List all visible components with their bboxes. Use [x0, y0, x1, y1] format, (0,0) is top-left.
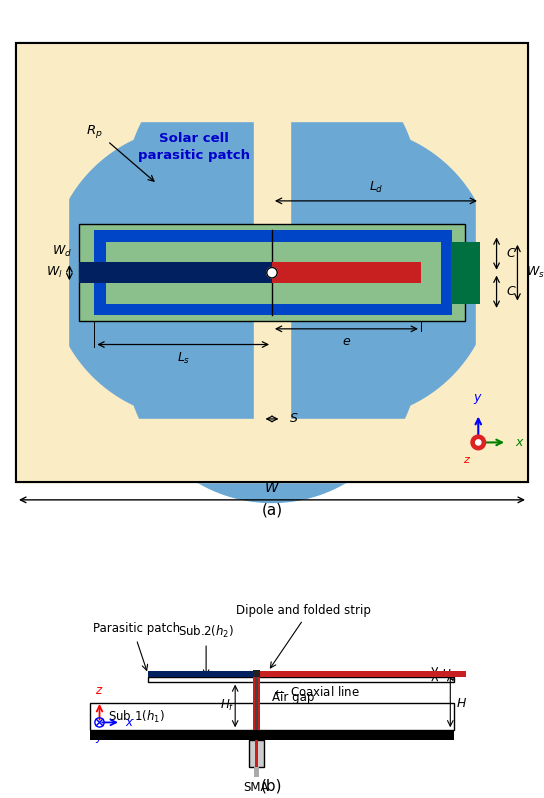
- Bar: [90, 703, 454, 730]
- Text: $x$: $x$: [515, 436, 524, 449]
- Text: $z$: $z$: [95, 684, 104, 697]
- Bar: [16, 43, 528, 482]
- Text: Sub.1$(h_1)$: Sub.1$(h_1)$: [108, 709, 165, 725]
- Text: $y$: $y$: [473, 392, 483, 406]
- Circle shape: [471, 435, 486, 450]
- Polygon shape: [201, 126, 494, 419]
- Bar: [79, 224, 465, 321]
- Polygon shape: [50, 126, 343, 419]
- Text: $y$: $y$: [95, 731, 104, 745]
- Text: Solar cell
parasitic patch: Solar cell parasitic patch: [138, 132, 250, 162]
- Bar: [451, 242, 480, 303]
- Bar: [79, 263, 95, 283]
- Polygon shape: [126, 210, 418, 503]
- Text: $C$: $C$: [506, 247, 517, 260]
- Bar: [253, 671, 260, 730]
- Text: $x$: $x$: [125, 716, 134, 729]
- Bar: [148, 677, 454, 681]
- Bar: [16, 43, 528, 121]
- Bar: [255, 740, 258, 767]
- Text: $e$: $e$: [342, 335, 351, 348]
- Text: $W_l$: $W_l$: [46, 265, 63, 280]
- Bar: [95, 231, 452, 315]
- Text: $C$: $C$: [506, 285, 517, 298]
- Bar: [16, 43, 528, 482]
- Bar: [106, 242, 441, 303]
- Text: $W$: $W$: [264, 480, 280, 495]
- Text: $W_d$: $W_d$: [52, 244, 72, 259]
- Bar: [255, 671, 258, 730]
- Text: Air gap: Air gap: [272, 691, 314, 704]
- Text: $S$: $S$: [289, 413, 299, 425]
- Text: (b): (b): [261, 779, 283, 794]
- Bar: [148, 671, 454, 677]
- Bar: [90, 730, 454, 740]
- Text: $H_f$: $H_f$: [220, 698, 235, 713]
- Polygon shape: [105, 249, 439, 296]
- Circle shape: [267, 267, 277, 278]
- Text: Dipole and folded strip: Dipole and folded strip: [236, 604, 370, 617]
- Text: Sub.2$(h_2)$: Sub.2$(h_2)$: [178, 624, 234, 640]
- Bar: [254, 766, 259, 776]
- Text: SMA: SMA: [244, 780, 269, 793]
- Polygon shape: [254, 105, 290, 440]
- Text: $H$: $H$: [456, 697, 467, 710]
- Text: $H_a$: $H_a$: [441, 668, 456, 682]
- Text: $L_d$: $L_d$: [369, 180, 383, 195]
- Text: $W_s$: $W_s$: [526, 265, 544, 280]
- Bar: [253, 670, 260, 677]
- Text: $z$: $z$: [463, 456, 471, 465]
- Text: (a): (a): [262, 503, 282, 518]
- Bar: [249, 740, 264, 767]
- Text: $\leftarrow$ Coaxial line: $\leftarrow$ Coaxial line: [272, 685, 360, 699]
- Bar: [16, 43, 69, 482]
- Bar: [16, 419, 528, 482]
- Text: Parasitic patch: Parasitic patch: [93, 622, 180, 635]
- Circle shape: [475, 440, 481, 445]
- Polygon shape: [126, 43, 418, 335]
- Text: $L_s$: $L_s$: [177, 351, 190, 365]
- Text: $R_p$: $R_p$: [86, 123, 103, 140]
- Bar: [475, 43, 528, 482]
- Bar: [79, 263, 272, 283]
- Bar: [257, 671, 524, 677]
- Text: GND: GND: [412, 729, 438, 741]
- Bar: [272, 263, 421, 283]
